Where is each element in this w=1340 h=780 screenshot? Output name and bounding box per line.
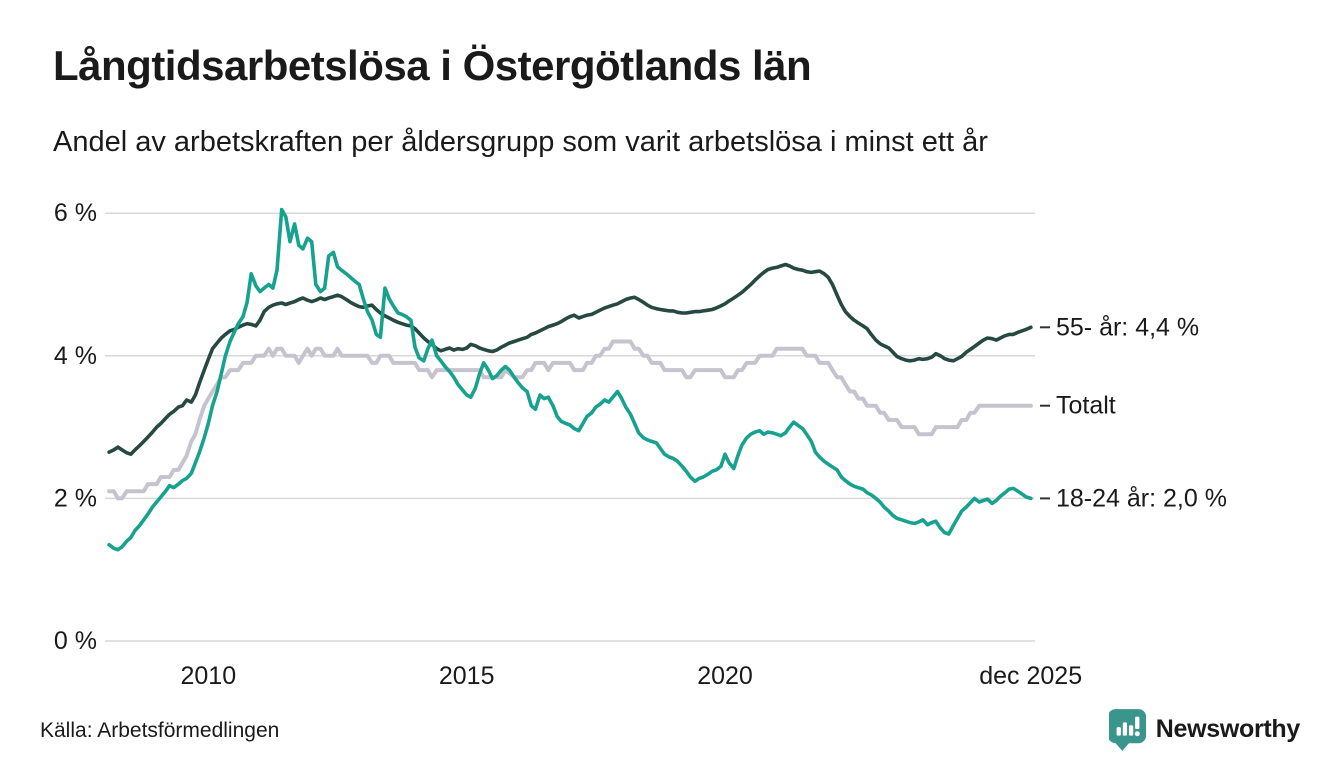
x-axis-tick-label: 2010	[180, 662, 236, 690]
series-line-totalt	[107, 339, 1033, 501]
y-axis-tick-label: 2 %	[54, 484, 97, 512]
x-axis-tick-label: 2015	[439, 662, 495, 690]
end-label-totalt: Totalt	[1040, 392, 1116, 420]
page-subtitle: Andel av arbetskraften per åldersgrupp s…	[53, 126, 988, 158]
source-note: Källa: Arbetsförmedlingen	[40, 719, 280, 742]
newsworthy-logo: Newsworthy	[1107, 708, 1301, 751]
series-line-55plus	[107, 262, 1033, 456]
x-axis-tick-label: 2020	[697, 662, 753, 690]
x-axis-tick-label: dec 2025	[979, 662, 1082, 690]
y-axis-tick-label: 4 %	[54, 342, 97, 370]
end-label-55plus: 55- år: 4,4 %	[1040, 313, 1199, 341]
end-label-text: 55- år: 4,4 %	[1056, 313, 1199, 341]
bar-chart-speech-bubble-icon	[1107, 708, 1147, 751]
brand-name: Newsworthy	[1155, 715, 1301, 743]
series-line-18-24	[107, 207, 1033, 552]
y-axis-tick-label: 0 %	[54, 627, 97, 655]
page-title: Långtidsarbetslösa i Östergötlands län	[53, 42, 812, 89]
end-label-text: Totalt	[1056, 392, 1116, 420]
end-label-text: 18-24 år: 2,0 %	[1056, 484, 1227, 512]
end-label-18-24: 18-24 år: 2,0 %	[1040, 484, 1227, 512]
y-axis-tick-label: 6 %	[54, 199, 97, 227]
